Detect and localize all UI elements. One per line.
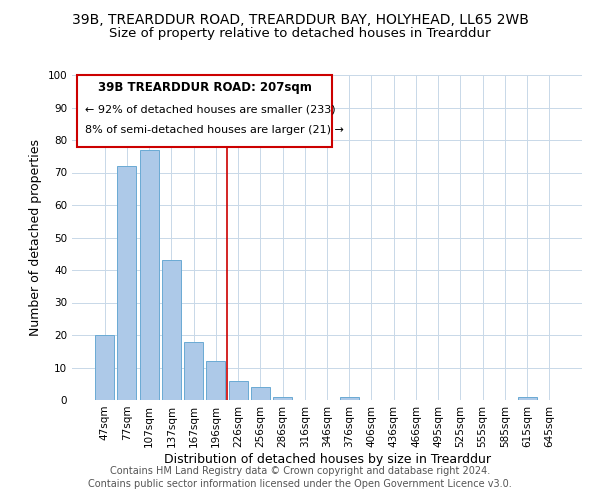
- Bar: [229, 380, 248, 400]
- Text: 39B, TREARDDUR ROAD, TREARDDUR BAY, HOLYHEAD, LL65 2WB: 39B, TREARDDUR ROAD, TREARDDUR BAY, HOLY…: [71, 12, 529, 26]
- Bar: [95, 335, 114, 400]
- Bar: [118, 166, 136, 400]
- Bar: [162, 260, 181, 400]
- Bar: [273, 396, 292, 400]
- Bar: [206, 361, 225, 400]
- Y-axis label: Number of detached properties: Number of detached properties: [29, 139, 42, 336]
- Text: 39B TREARDDUR ROAD: 207sqm: 39B TREARDDUR ROAD: 207sqm: [98, 82, 311, 94]
- X-axis label: Distribution of detached houses by size in Trearddur: Distribution of detached houses by size …: [163, 452, 491, 466]
- Bar: [140, 150, 158, 400]
- Bar: [251, 387, 270, 400]
- Text: Size of property relative to detached houses in Trearddur: Size of property relative to detached ho…: [109, 28, 491, 40]
- Bar: [184, 342, 203, 400]
- Bar: [518, 396, 536, 400]
- Text: 8% of semi-detached houses are larger (21) →: 8% of semi-detached houses are larger (2…: [85, 126, 344, 136]
- Bar: [340, 396, 359, 400]
- Text: Contains public sector information licensed under the Open Government Licence v3: Contains public sector information licen…: [88, 479, 512, 489]
- Text: Contains HM Land Registry data © Crown copyright and database right 2024.: Contains HM Land Registry data © Crown c…: [110, 466, 490, 476]
- FancyBboxPatch shape: [77, 75, 332, 146]
- Text: ← 92% of detached houses are smaller (233): ← 92% of detached houses are smaller (23…: [85, 104, 335, 115]
